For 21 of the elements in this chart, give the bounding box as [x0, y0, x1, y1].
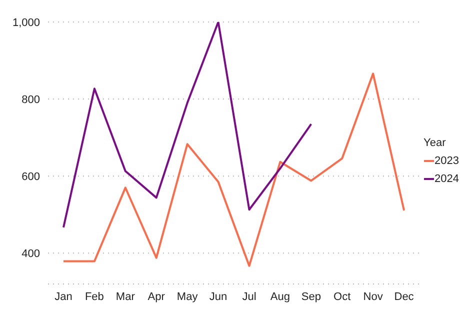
- x-tick-label: Sep: [301, 290, 321, 303]
- x-tick-label: Nov: [363, 290, 384, 303]
- y-tick-label: 600: [22, 171, 40, 184]
- x-tick-label: Oct: [334, 290, 351, 303]
- x-tick-label: Apr: [148, 290, 166, 303]
- line-series: [62, 72, 406, 267]
- y-tick-label: 1,000: [12, 16, 40, 29]
- x-tick-label: Mar: [116, 290, 136, 303]
- x-tick-label: Jun: [209, 290, 228, 303]
- line-series: [62, 22, 312, 228]
- legend-label: 2023: [434, 155, 459, 167]
- legend-label: 2024: [434, 173, 459, 185]
- y-tick-label: 800: [22, 94, 40, 106]
- y-tick-label: 400: [22, 248, 40, 260]
- x-tick-label: Dec: [394, 290, 414, 303]
- x-tick-label: Aug: [270, 290, 290, 303]
- legend-title: Year: [424, 137, 447, 149]
- x-tick-label: Feb: [84, 290, 104, 303]
- x-tick-label: May: [176, 290, 198, 303]
- x-tick-label: Jan: [54, 290, 72, 303]
- x-tick-label: Jul: [242, 290, 256, 303]
